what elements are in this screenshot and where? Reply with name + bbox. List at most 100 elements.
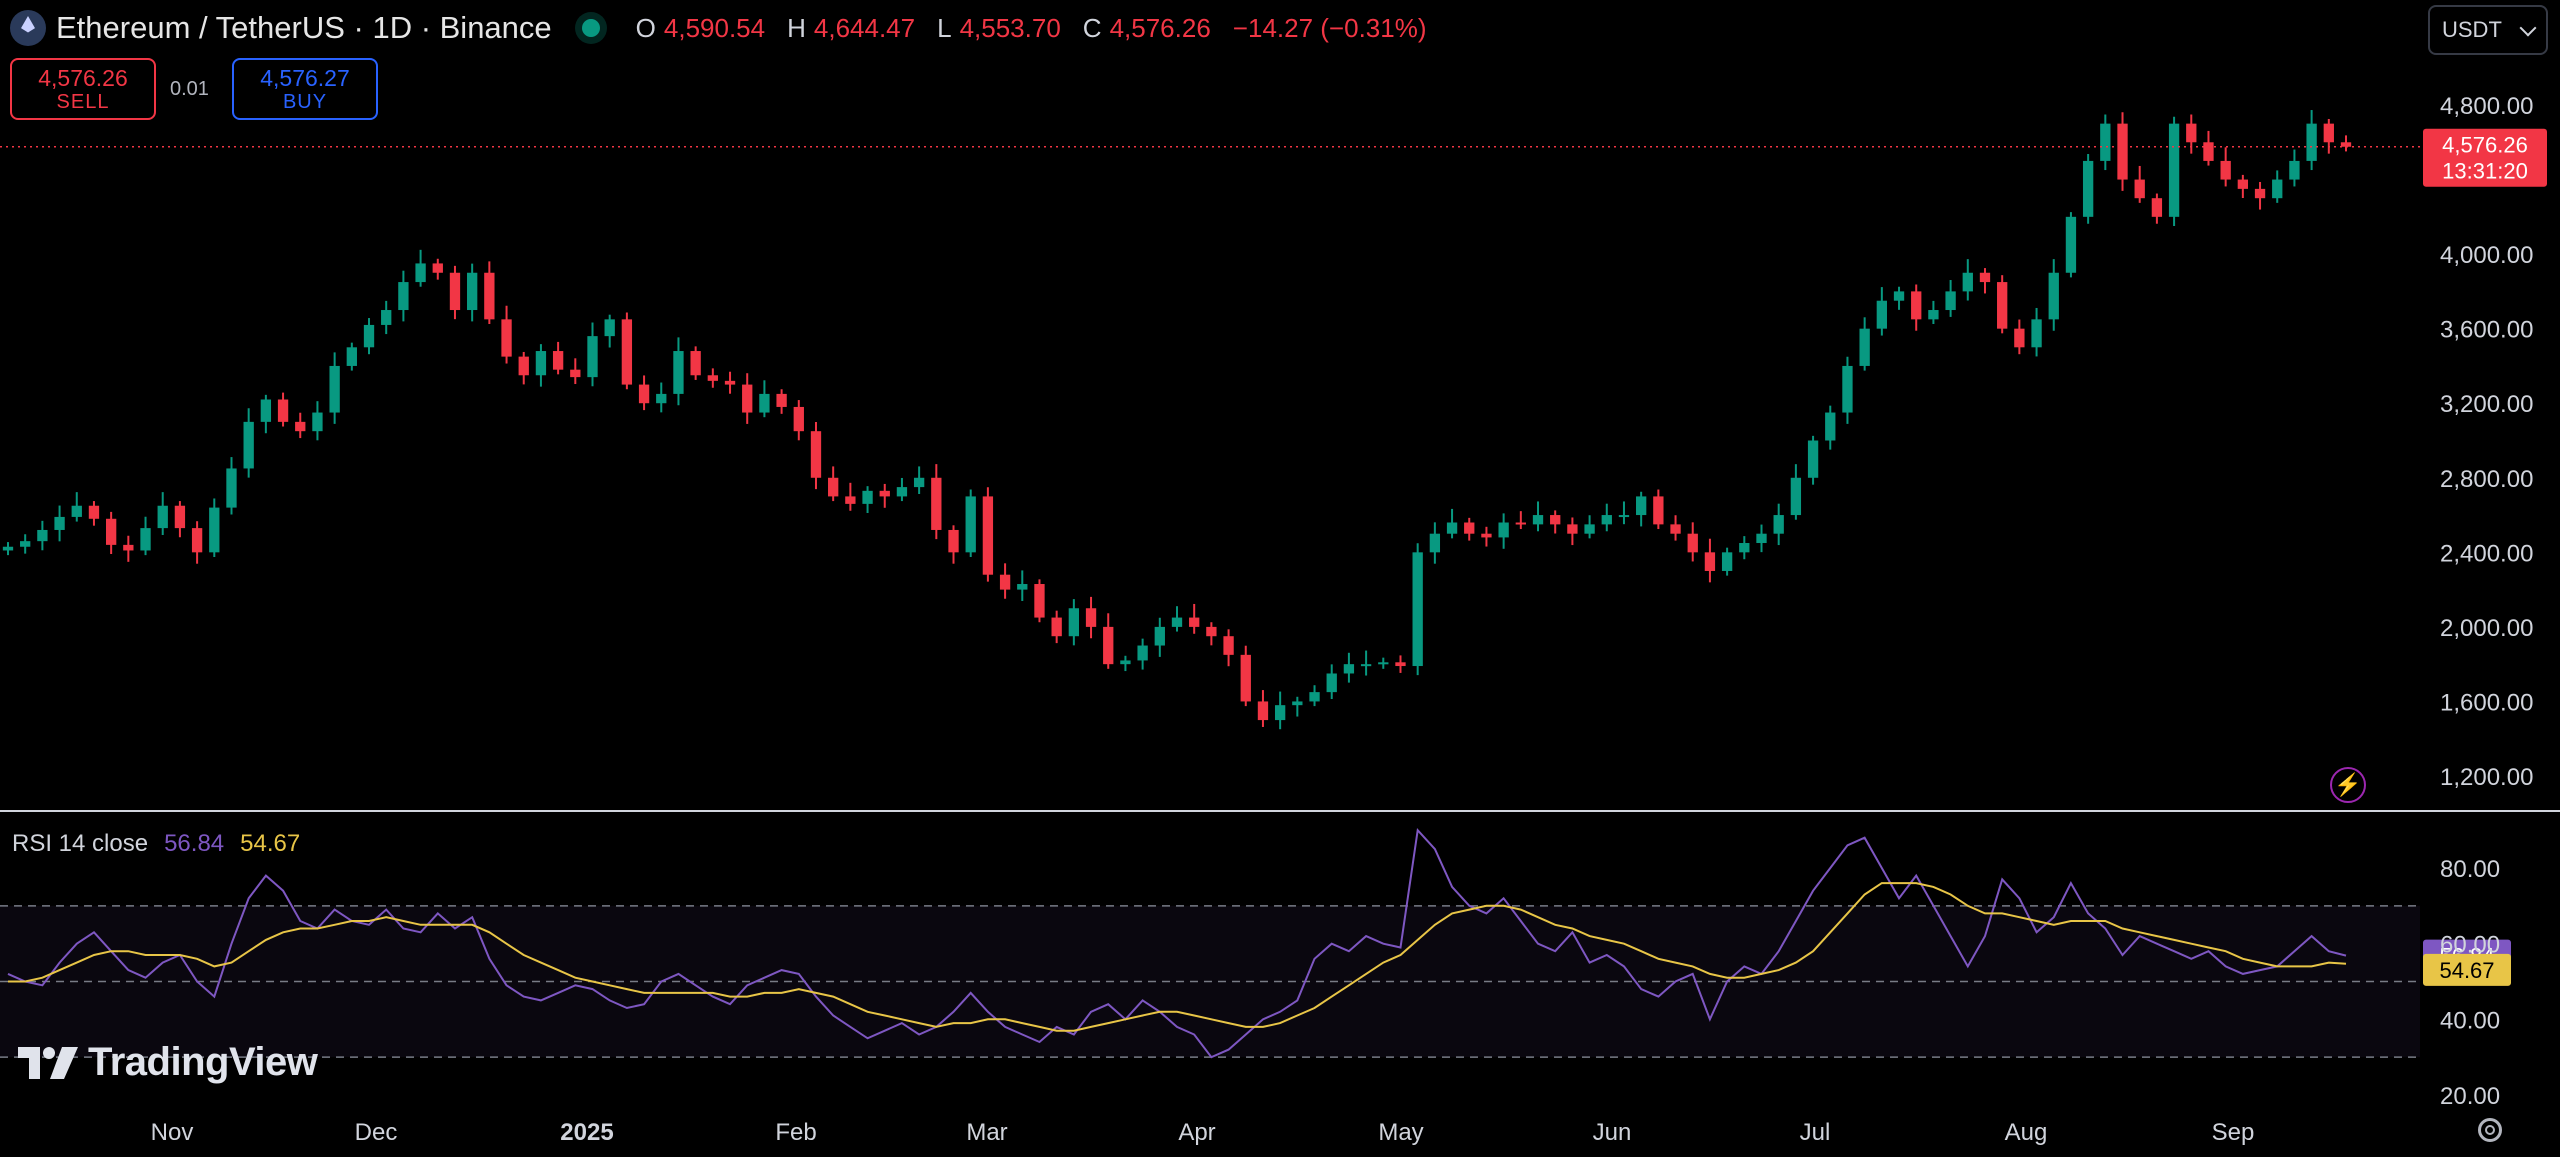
rsi-ma-badge (2423, 953, 2511, 986)
rsi-legend-ma-value: 54.67 (240, 830, 301, 857)
candle-body (2340, 142, 2352, 147)
candle-body (999, 574, 1011, 590)
candle-body (982, 496, 994, 575)
candle-body (1979, 272, 1991, 283)
time-axis-label: Nov (151, 1119, 194, 1146)
candle-body (1790, 477, 1802, 516)
ethereum-icon (10, 10, 46, 46)
candle-body (552, 351, 564, 370)
candle-body (2031, 319, 2042, 348)
candle-body (1068, 608, 1080, 637)
candle-body (37, 529, 48, 542)
candle-body (1997, 282, 2008, 329)
candle-body (226, 468, 237, 508)
candle-body (2134, 179, 2145, 199)
symbol-title[interactable]: Ethereum / TetherUS · 1D · Binance (56, 10, 552, 45)
candle-body (105, 518, 117, 545)
candle-body (295, 421, 306, 432)
candle-body (2272, 179, 2283, 199)
candle-body (2254, 188, 2266, 199)
candle-body (1378, 662, 1389, 665)
close-label: C (1082, 12, 1102, 43)
price-change: −14.27 (−0.31%) (1232, 12, 1427, 43)
candle-body (2065, 216, 2077, 273)
candle-body (1911, 291, 1922, 320)
candle-body (2048, 272, 2059, 320)
candle-body (1618, 515, 1630, 518)
open-label: O (635, 12, 656, 43)
candle-body (1807, 440, 1819, 478)
rsi-axis-tick-label: 20.00 (2440, 1083, 2500, 1110)
candle-body (587, 336, 598, 378)
candle-body (2237, 179, 2249, 189)
candle-body (1154, 626, 1165, 646)
candle-body (329, 365, 340, 413)
rsi-legend[interactable]: RSI 14 close 56.84 54.67 (12, 830, 300, 858)
candle-body (174, 505, 186, 529)
time-axis-label: Apr (1178, 1119, 1215, 1146)
candle-body (123, 544, 134, 551)
currency-label: USDT (2442, 17, 2502, 42)
symbol-header[interactable]: Ethereum / TetherUS · 1D · Binance O 4,59… (10, 8, 1427, 48)
time-axis-label: Aug (2005, 1119, 2048, 1146)
candle-body (1412, 552, 1423, 667)
candle-body (1704, 552, 1716, 571)
candle-body (656, 393, 667, 404)
candle-body (604, 319, 615, 337)
candle-body (2168, 123, 2180, 217)
candle-body (1051, 617, 1062, 637)
time-axis-label: 2025 (560, 1119, 613, 1146)
candle-body (363, 324, 375, 348)
candle-body (1532, 515, 1544, 525)
sell-button[interactable]: 4,576.26 SELL (10, 58, 156, 120)
candle-body (398, 282, 409, 311)
candle-body (1395, 662, 1406, 667)
lightning-icon[interactable]: ⚡ (2330, 767, 2366, 803)
time-axis-label: Jun (1593, 1119, 1632, 1146)
candle-body (467, 272, 478, 311)
candle-body (140, 528, 151, 551)
candle-body (1893, 291, 1905, 301)
candle-body (2203, 142, 2214, 161)
candle-body (621, 319, 633, 385)
candle-body (570, 369, 581, 378)
rsi-pane: 56.84 54.67 (0, 827, 2511, 1059)
candle-body (707, 375, 718, 381)
candle-body (2100, 123, 2111, 161)
candle-body (2306, 123, 2317, 161)
candle-body (484, 272, 495, 320)
last-price-badge (2423, 128, 2547, 187)
tradingview-logo-icon (18, 1046, 78, 1079)
rsi-legend-label: RSI 14 close (12, 830, 149, 857)
sell-price: 4,576.26 (38, 65, 128, 91)
chevron-down-icon (2519, 19, 2537, 36)
candle-body (2117, 123, 2128, 180)
candle-body (724, 380, 736, 385)
candle-body (2151, 198, 2163, 217)
candle-body (1274, 705, 1286, 721)
candle-body (1739, 543, 1750, 553)
buy-label: BUY (282, 91, 328, 113)
currency-selector[interactable]: USDT (2428, 5, 2548, 55)
candle-body (191, 528, 203, 553)
buy-button[interactable]: 4,576.27 BUY (232, 58, 378, 120)
candle-body (2220, 160, 2231, 180)
candle-body (432, 263, 443, 273)
gear-icon[interactable] (2478, 1118, 2502, 1142)
candle-body (742, 384, 753, 413)
candle-body (776, 393, 787, 407)
candle-body (1567, 524, 1578, 534)
candle-body (2186, 123, 2197, 143)
candle-body (1773, 515, 1784, 534)
candle-body (1756, 533, 1767, 544)
high-label: H (787, 12, 806, 43)
candle-body (1670, 524, 1681, 534)
candle-body (54, 516, 65, 530)
open-value: 4,590.54 (663, 12, 766, 43)
price-axis-tick-label: 1,600.00 (2440, 689, 2533, 716)
candle-body (518, 356, 529, 376)
candle-body (1550, 515, 1561, 525)
tradingview-logo[interactable]: TradingView (18, 1040, 318, 1085)
